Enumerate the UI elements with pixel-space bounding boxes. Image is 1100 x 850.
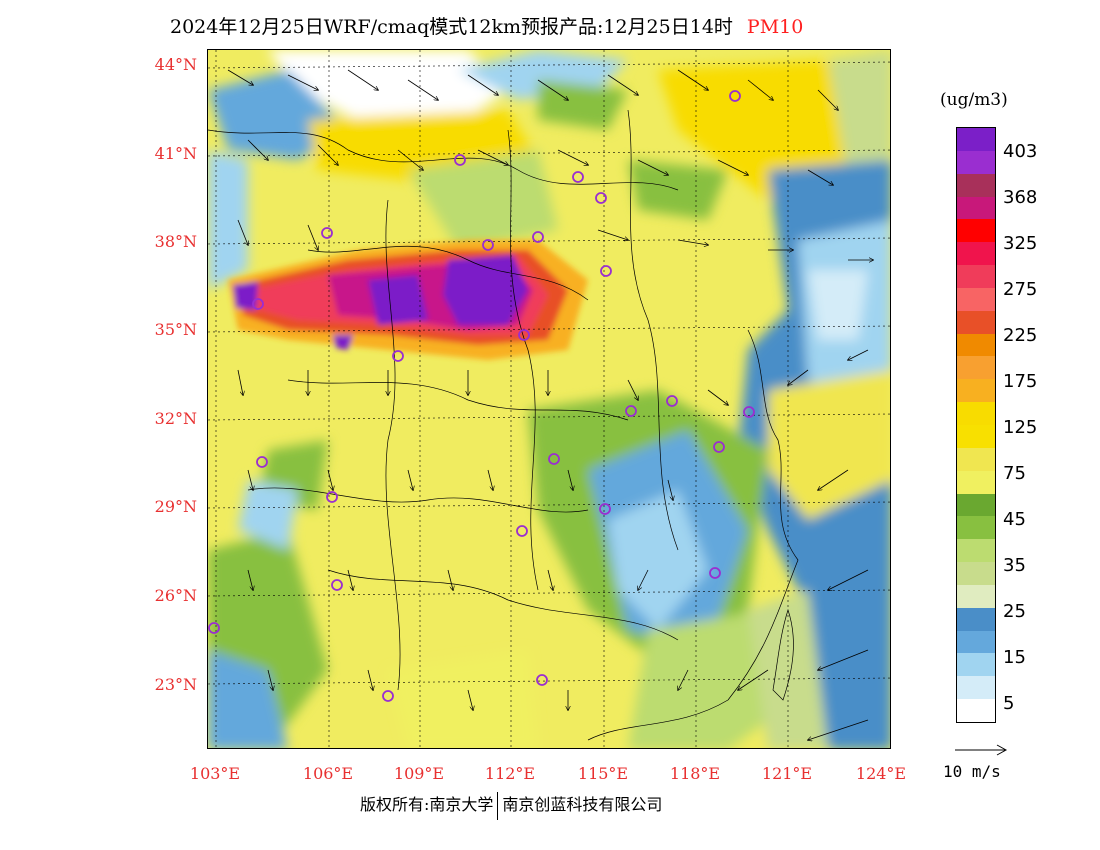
title-variable: PM10 <box>746 16 804 38</box>
legend-swatch <box>957 333 995 357</box>
legend-swatch <box>957 699 995 723</box>
legend-swatch <box>957 128 995 152</box>
title-main: 2024年12月25日WRF/cmaq模式12km预报产品:12月25日14时 <box>170 16 733 38</box>
lon-label-109: 109°E <box>393 764 445 783</box>
legend-label: 45 <box>1003 509 1026 530</box>
legend-swatch <box>957 356 995 380</box>
legend-label: 35 <box>1003 555 1026 576</box>
wind-reference-label: 10 m/s <box>943 762 1001 781</box>
legend-label: 25 <box>1003 601 1026 622</box>
credit-left: 版权所有:南京大学 <box>360 795 494 814</box>
lat-label-29: 29°N <box>154 497 197 516</box>
legend-swatch <box>957 607 995 632</box>
legend-swatch <box>957 539 995 563</box>
province-borders <box>208 109 799 741</box>
credit-separator <box>497 791 499 820</box>
legend-swatch <box>957 150 995 175</box>
lon-label-118: 118°E <box>669 764 721 783</box>
legend-swatch <box>957 379 995 403</box>
lon-label-106: 106°E <box>302 764 354 783</box>
lon-label-115: 115°E <box>577 764 629 783</box>
lon-label-103: 103°E <box>189 764 241 783</box>
lon-label-121: 121°E <box>761 764 813 783</box>
concentration-field <box>208 50 890 748</box>
legend-swatch <box>957 265 995 289</box>
legend-label: 275 <box>1003 279 1038 300</box>
legend-swatch <box>957 402 995 426</box>
monitoring-sites <box>208 90 755 702</box>
wind-reference-arrow <box>955 744 1008 756</box>
lat-label-41: 41°N <box>154 144 197 163</box>
legend-swatch <box>957 493 995 517</box>
pm10-forecast-map <box>207 49 891 749</box>
wind-vectors <box>227 69 873 740</box>
lon-label-124: 124°E <box>855 764 907 783</box>
legend-swatch <box>957 310 995 335</box>
legend-unit: (ug/m3) <box>940 90 1008 110</box>
legend-label: 125 <box>1003 417 1038 438</box>
legend-label: 5 <box>1003 693 1015 714</box>
legend-swatch <box>957 447 995 472</box>
lat-label-44: 44°N <box>154 55 197 74</box>
legend-label: 325 <box>1003 233 1038 254</box>
legend-swatch <box>957 584 995 609</box>
legend-swatch <box>957 287 995 312</box>
map-title: 2024年12月25日WRF/cmaq模式12km预报产品:12月25日14时 P… <box>170 12 950 42</box>
lat-label-38: 38°N <box>154 232 197 251</box>
lat-label-23: 23°N <box>154 675 197 694</box>
legend-swatch <box>957 630 995 654</box>
legend-swatch <box>957 425 995 449</box>
legend-swatch <box>957 562 995 586</box>
legend-label: 15 <box>1003 647 1026 668</box>
color-legend <box>956 127 996 723</box>
lon-label-112: 112°E <box>484 764 536 783</box>
legend-swatch <box>957 470 995 495</box>
legend-swatch <box>957 242 995 266</box>
legend-swatch <box>957 219 995 243</box>
legend-label: 368 <box>1003 187 1038 208</box>
lat-label-26: 26°N <box>154 586 197 605</box>
legend-label: 175 <box>1003 371 1038 392</box>
legend-swatch <box>957 196 995 220</box>
legend-label: 403 <box>1003 141 1038 162</box>
credit-right: 南京创蓝科技有限公司 <box>502 795 663 814</box>
credit-line: 版权所有:南京大学 南京创蓝科技有限公司 <box>360 791 662 820</box>
lat-label-35: 35°N <box>154 320 197 339</box>
legend-label: 75 <box>1003 463 1026 484</box>
legend-swatch <box>957 516 995 540</box>
legend-swatch <box>957 653 995 677</box>
lat-label-32: 32°N <box>154 409 197 428</box>
legend-swatch <box>957 676 995 700</box>
legend-swatch <box>957 173 995 198</box>
legend-label: 225 <box>1003 325 1038 346</box>
map-canvas <box>208 50 890 748</box>
